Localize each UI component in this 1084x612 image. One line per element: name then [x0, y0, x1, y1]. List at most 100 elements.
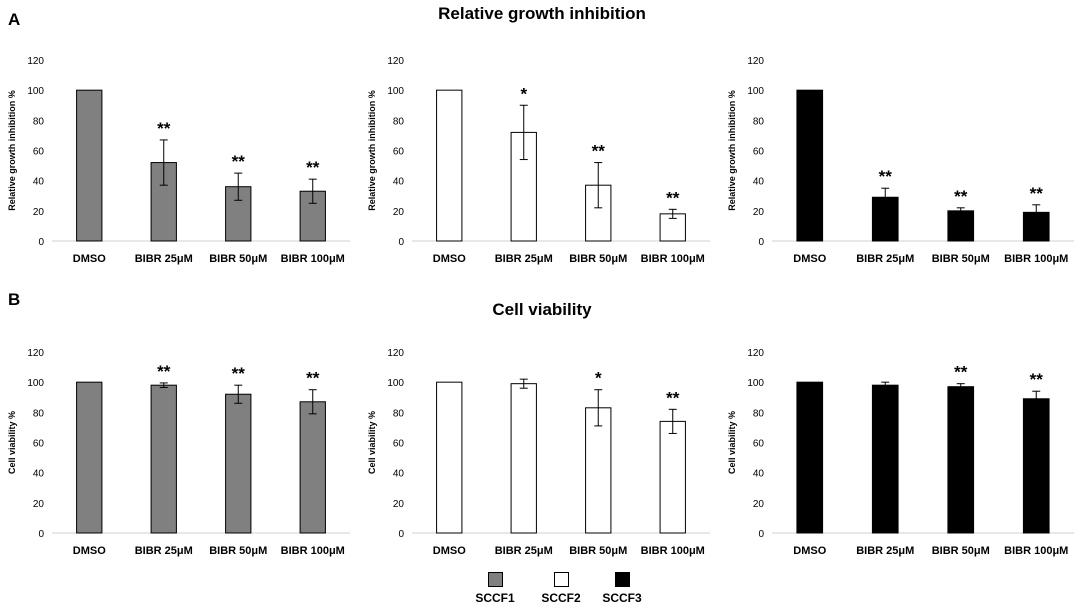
- y-tick-label: 60: [33, 147, 45, 158]
- bar: [436, 381, 463, 534]
- y-tick-label: 20: [753, 207, 765, 218]
- significance-label: **: [306, 369, 320, 388]
- y-tick-label: 60: [753, 147, 765, 158]
- y-tick-label: 0: [398, 529, 404, 540]
- y-tick-label: 0: [758, 237, 764, 248]
- y-axis-label: Relative growth inhibition %: [727, 90, 737, 211]
- x-tick-label: DMSO: [73, 545, 106, 557]
- bar: [510, 383, 537, 534]
- x-tick-label: DMSO: [793, 545, 826, 557]
- x-tick-label: BIBR 25μM: [135, 253, 193, 265]
- y-tick-label: 120: [27, 348, 44, 359]
- legend-swatch-sccf1: [487, 572, 503, 587]
- x-tick-label: BIBR 50μM: [932, 253, 990, 265]
- y-tick-label: 100: [387, 378, 404, 389]
- bar: [76, 381, 103, 534]
- x-tick-label: BIBR 100μM: [1004, 253, 1068, 265]
- significance-label: *: [520, 84, 527, 103]
- x-tick-label: BIBR 50μM: [569, 253, 627, 265]
- y-tick-label: 100: [27, 378, 44, 389]
- x-tick-label: BIBR 25μM: [495, 545, 553, 557]
- x-tick-label: BIBR 50μM: [209, 253, 267, 265]
- y-tick-label: 60: [33, 439, 45, 450]
- chart-a-sccf3: 0 20 40 60 80 100 120 Relative growth inhibitio…: [727, 56, 1074, 265]
- significance-label: **: [954, 187, 968, 206]
- bar: [796, 89, 824, 242]
- y-axis-label: Relative growth inhibition %: [367, 90, 377, 211]
- y-tick-label: 20: [753, 499, 765, 510]
- x-tick-label: DMSO: [793, 253, 826, 265]
- bar: [299, 401, 326, 534]
- chart-b-sccf3: 0 20 40 60 80 100 120 Cell viability % DMSO BIBR …: [727, 348, 1074, 557]
- legend-swatch-sccf3: [614, 572, 630, 587]
- significance-label: **: [666, 188, 680, 207]
- panel-b-title: Cell viability: [492, 300, 592, 319]
- y-tick-label: 80: [33, 408, 45, 419]
- significance-label: **: [232, 364, 246, 383]
- chart-b-sccf2: 0 20 40 60 80 100 120 Cell viability % DMSO BIBR …: [367, 348, 710, 557]
- y-tick-label: 60: [393, 147, 405, 158]
- panel-a-letter: A: [8, 10, 21, 29]
- significance-label: **: [1030, 184, 1044, 203]
- bar: [659, 420, 686, 534]
- y-tick-label: 0: [38, 237, 44, 248]
- bar: [225, 393, 252, 534]
- y-axis-label: Cell viability %: [367, 411, 377, 474]
- significance-label: **: [954, 363, 968, 382]
- y-axis-label: Cell viability %: [7, 411, 17, 474]
- y-tick-label: 120: [747, 56, 764, 67]
- y-tick-label: 80: [393, 116, 405, 127]
- significance-label: **: [666, 388, 680, 407]
- y-tick-label: 40: [393, 469, 405, 480]
- significance-label: **: [232, 152, 246, 171]
- y-tick-label: 0: [38, 529, 44, 540]
- significance-label: **: [879, 167, 893, 186]
- panel-b-letter: B: [8, 290, 21, 309]
- significance-label: **: [1030, 370, 1044, 389]
- legend-swatch-sccf2: [553, 572, 569, 587]
- y-tick-label: 120: [387, 348, 404, 359]
- x-tick-label: DMSO: [73, 253, 106, 265]
- bar: [436, 89, 463, 242]
- legend-label-sccf1: SCCF1: [475, 591, 515, 605]
- y-tick-label: 120: [747, 348, 764, 359]
- y-tick-label: 80: [753, 116, 765, 127]
- y-tick-label: 120: [387, 56, 404, 67]
- y-tick-label: 60: [753, 439, 765, 450]
- y-tick-label: 100: [387, 86, 404, 97]
- y-tick-label: 40: [393, 177, 405, 188]
- legend-label-sccf3: SCCF3: [602, 591, 642, 605]
- x-tick-label: BIBR 50μM: [932, 545, 990, 557]
- y-tick-label: 0: [398, 237, 404, 248]
- y-axis-label: Cell viability %: [727, 411, 737, 474]
- x-tick-label: BIBR 50μM: [569, 545, 627, 557]
- x-tick-label: BIBR 25μM: [856, 253, 914, 265]
- y-tick-label: 20: [33, 207, 45, 218]
- x-tick-label: BIBR 100μM: [1004, 545, 1068, 557]
- y-tick-label: 60: [393, 439, 405, 450]
- x-tick-label: BIBR 25μM: [856, 545, 914, 557]
- y-tick-label: 40: [33, 469, 45, 480]
- y-tick-label: 40: [753, 177, 765, 188]
- y-tick-label: 120: [27, 56, 44, 67]
- x-tick-label: BIBR 100μM: [641, 545, 705, 557]
- x-tick-label: BIBR 25μM: [495, 253, 553, 265]
- y-tick-label: 20: [393, 207, 405, 218]
- y-tick-label: 40: [33, 177, 45, 188]
- x-tick-label: BIBR 100μM: [641, 253, 705, 265]
- y-tick-label: 20: [33, 499, 45, 510]
- significance-label: *: [595, 369, 602, 388]
- significance-label: **: [157, 119, 171, 138]
- y-tick-label: 20: [393, 499, 405, 510]
- y-tick-label: 80: [753, 408, 765, 419]
- x-tick-label: BIBR 100μM: [281, 253, 345, 265]
- bar: [947, 386, 975, 534]
- panel-a-title: Relative growth inhibition: [438, 4, 646, 23]
- chart-a-sccf2: 0 20 40 60 80 100 120 Relative growth inhibitio…: [367, 56, 710, 265]
- y-tick-label: 0: [758, 529, 764, 540]
- x-tick-label: BIBR 50μM: [209, 545, 267, 557]
- significance-label: **: [157, 362, 171, 381]
- chart-b-sccf1: 0 20 40 60 80 100 120 Cell viability % DMSO ** BIB…: [7, 348, 350, 557]
- bar: [796, 381, 824, 534]
- legend-item-sccf1: SCCF1: [455, 572, 535, 605]
